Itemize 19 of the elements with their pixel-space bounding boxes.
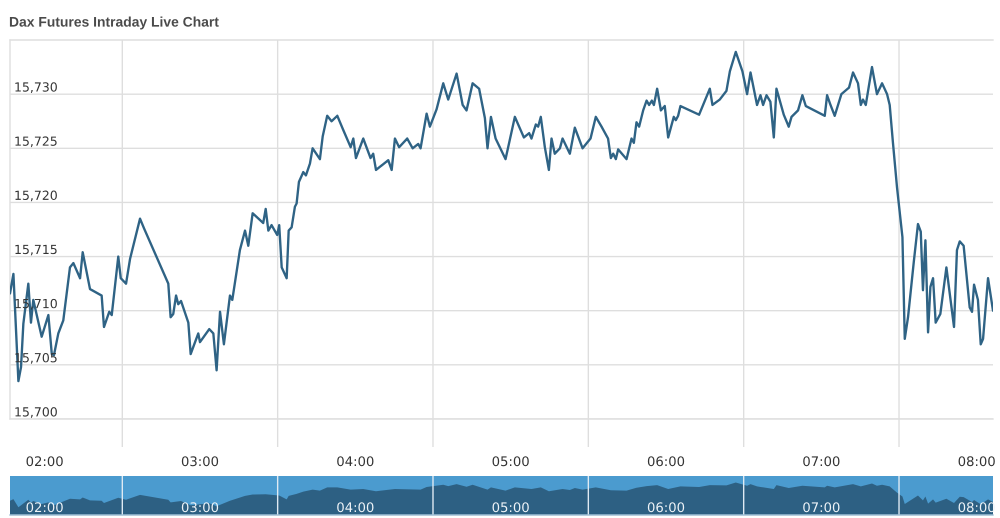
x-tick-label: 05:00 (492, 456, 529, 466)
x-tick-label: 04:00 (337, 502, 374, 512)
y-tick-label: 15,715 (15, 244, 57, 256)
y-tick-label: 15,725 (15, 136, 57, 148)
x-tick-label: 03:00 (182, 456, 218, 466)
x-tick-label: 05:00 (492, 502, 529, 512)
y-tick-label: 15,700 (15, 407, 57, 418)
x-tick-label: 03:00 (182, 502, 218, 512)
x-tick-label: 02:00 (26, 502, 63, 512)
chart-title: Dax Futures Intraday Live Chart (10, 16, 219, 30)
x-tick-label: 04:00 (337, 456, 374, 466)
x-tick-label: 06:00 (648, 456, 684, 466)
y-tick-label: 15,730 (15, 82, 57, 93)
x-tick-label: 07:00 (803, 456, 840, 466)
x-tick-label: 06:00 (648, 502, 684, 512)
x-tick-label: 02:00 (26, 456, 63, 466)
x-tick-label: 07:00 (803, 502, 840, 512)
x-tick-label: 08:00 (958, 456, 995, 466)
y-tick-label: 15,720 (15, 190, 57, 202)
